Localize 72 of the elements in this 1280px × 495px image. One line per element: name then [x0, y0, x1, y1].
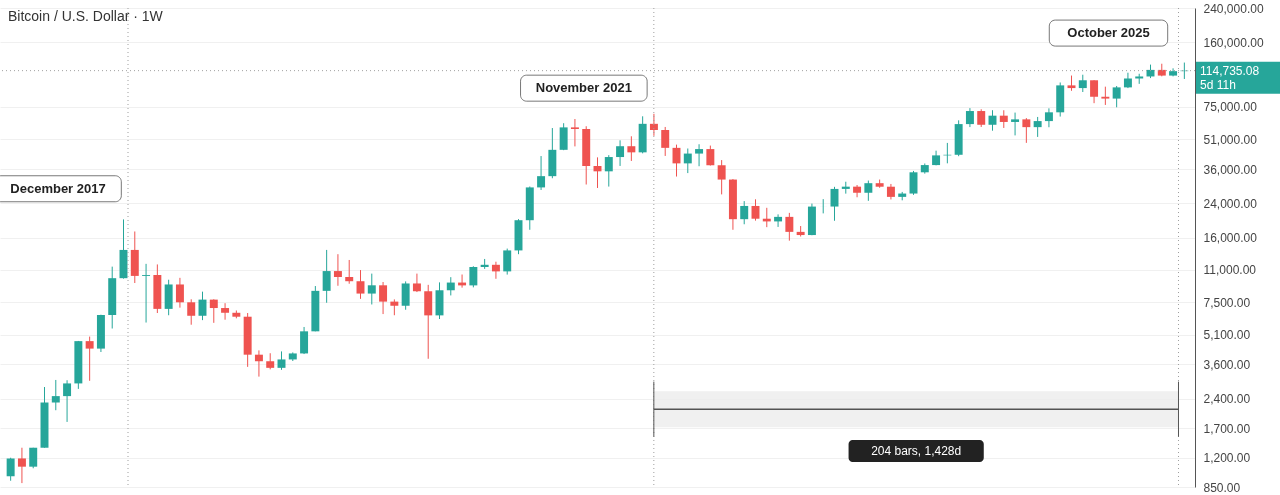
candlestick	[367, 273, 376, 305]
candlestick	[717, 159, 726, 195]
candlestick	[446, 276, 455, 296]
candlestick	[785, 212, 794, 242]
y-tick-label: 16,000.00	[1203, 231, 1258, 246]
candlestick	[503, 248, 512, 276]
y-tick-label: 850.00	[1203, 480, 1241, 495]
annotation: 204 bars, 1,428d	[871, 444, 962, 459]
y-tick-label: 1,700.00	[1203, 421, 1251, 436]
candlestick	[864, 180, 873, 202]
annotation: December 2017	[10, 180, 106, 196]
candlestick	[683, 148, 692, 174]
annotation: November 2021	[535, 80, 632, 96]
candlestick	[300, 326, 309, 355]
candlestick	[85, 336, 94, 382]
candlestick	[277, 350, 286, 371]
candlestick	[1090, 79, 1099, 104]
y-tick-label: 240,000.00	[1203, 1, 1264, 16]
y-tick-label: 7,500.00	[1203, 295, 1251, 310]
candlestick	[401, 280, 410, 311]
candlestick	[333, 253, 342, 287]
candlestick	[649, 113, 658, 137]
candlestick	[491, 261, 500, 280]
candlestick	[740, 200, 749, 225]
candlestick	[142, 263, 151, 324]
annotation: October 2025	[1067, 25, 1150, 41]
candlestick	[1022, 117, 1031, 144]
y-tick-label: 1,200.00	[1203, 451, 1251, 466]
candlestick	[345, 259, 354, 285]
candlestick	[909, 170, 918, 196]
candlestick	[830, 186, 839, 222]
y-tick-label: 160,000.00	[1203, 35, 1264, 50]
candlestick	[356, 269, 365, 300]
candlestick	[187, 298, 196, 326]
ref-line-label: 114,735.08	[1200, 63, 1260, 78]
candlestick	[627, 135, 636, 162]
candlestick	[17, 447, 26, 484]
candlestick	[559, 122, 568, 151]
candlestick	[63, 379, 72, 423]
candlestick	[695, 143, 704, 167]
candlestick	[209, 298, 218, 324]
text: 5d 11h	[1200, 77, 1236, 92]
y-tick-label: 11,000.00	[1203, 263, 1257, 278]
candlestick	[1112, 85, 1121, 108]
y-tick-label: 3,600.00	[1203, 357, 1251, 372]
candlestick	[469, 265, 478, 288]
candlestick	[965, 107, 974, 128]
candlestick	[254, 349, 263, 378]
chart-title: Bitcoin / U.S. Dollar · 1W	[8, 8, 164, 24]
candlestick	[1044, 107, 1053, 128]
y-tick-label: 5,100.00	[1203, 328, 1251, 343]
candlestick	[51, 379, 60, 411]
candlestick	[537, 155, 546, 191]
y-tick-label: 36,000.00	[1203, 162, 1258, 177]
y-tick-label: 2,400.00	[1203, 392, 1251, 407]
candlestick	[570, 118, 579, 147]
candlestick	[379, 281, 388, 315]
candlestick	[1101, 86, 1110, 106]
candlestick	[604, 154, 613, 188]
candlestick	[221, 302, 230, 321]
candlestick	[706, 145, 715, 167]
candlestick	[661, 126, 670, 157]
y-tick-label: 51,000.00	[1203, 132, 1258, 147]
y-tick-label: 75,000.00	[1203, 100, 1258, 115]
y-tick-label: 24,000.00	[1203, 196, 1258, 211]
candlestick	[616, 139, 625, 167]
candlestick	[1033, 116, 1042, 138]
candlestick	[853, 184, 862, 198]
candlestick	[1011, 112, 1020, 136]
candlestick	[322, 249, 331, 304]
candlestick	[412, 273, 421, 293]
candlestick	[175, 277, 184, 309]
